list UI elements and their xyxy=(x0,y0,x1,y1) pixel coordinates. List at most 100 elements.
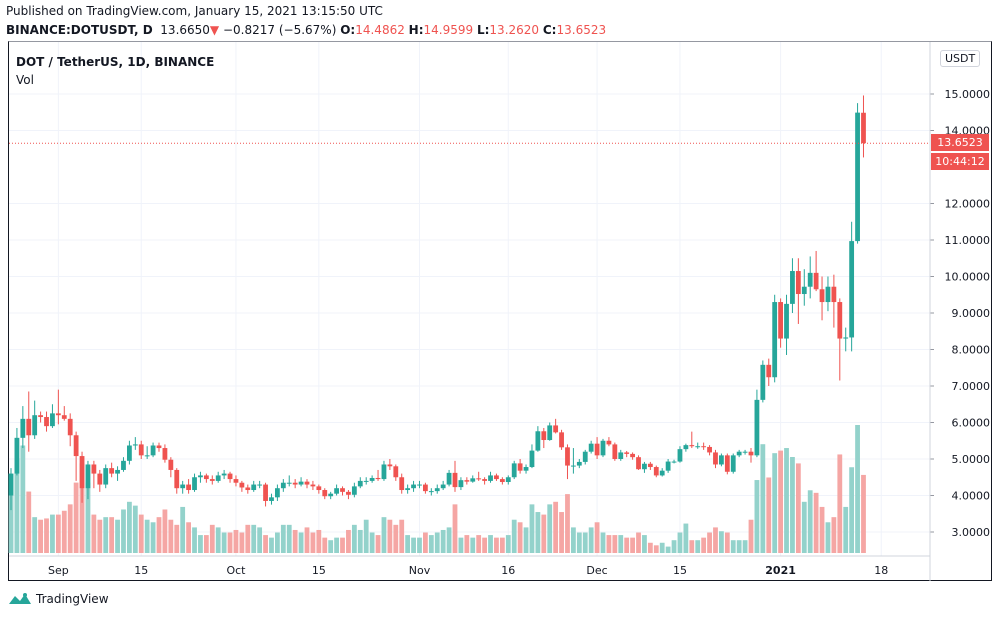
candle-body xyxy=(357,480,363,487)
candle-body xyxy=(91,464,97,474)
high-value: 14.9599 xyxy=(423,23,474,37)
candle-body xyxy=(523,467,529,471)
volume-bar xyxy=(38,519,43,553)
volume-bar xyxy=(565,494,570,553)
candle-body xyxy=(32,415,38,436)
volume-bar xyxy=(612,535,618,553)
symbol-name: BINANCE:DOTUSDT, D xyxy=(6,23,153,37)
candle-body xyxy=(245,487,251,491)
candle-body xyxy=(20,418,26,438)
candle-body xyxy=(813,272,819,290)
candle-body xyxy=(55,413,61,416)
volume-bar xyxy=(665,546,671,553)
price-change: −0.8217 (−5.67%) xyxy=(222,23,337,37)
volume-bar xyxy=(351,524,357,553)
candle-body xyxy=(73,435,79,457)
volume-bar xyxy=(369,532,375,553)
candle-body xyxy=(671,461,677,463)
volume-bar xyxy=(695,540,701,553)
volume-bar xyxy=(423,532,428,553)
candle-body xyxy=(766,364,772,378)
candle-body xyxy=(488,475,493,481)
candle-body xyxy=(440,484,446,489)
volume-bar xyxy=(381,517,387,553)
candle-body xyxy=(428,491,434,493)
volume-bar xyxy=(547,504,553,553)
candle-body xyxy=(499,479,505,482)
volume-bar xyxy=(470,537,476,553)
volume-bar xyxy=(766,477,772,553)
volume-bar xyxy=(434,532,440,553)
candle-body xyxy=(239,482,245,488)
price-tick-label: 12.0000 xyxy=(945,198,991,211)
candle-body xyxy=(695,446,701,448)
time-tick-label: 18 xyxy=(874,564,888,577)
volume-bar xyxy=(203,535,209,553)
candle-body xyxy=(14,437,20,474)
volume-bar xyxy=(701,537,707,553)
candle-body xyxy=(511,463,517,478)
candle-body xyxy=(286,482,292,484)
candle-body xyxy=(192,477,197,491)
volume-bar xyxy=(280,524,286,553)
volume-bar xyxy=(168,519,174,553)
candle-body xyxy=(168,459,174,470)
volume-bar xyxy=(719,531,724,553)
volume-bar xyxy=(861,474,866,553)
tradingview-logo-icon xyxy=(9,593,31,604)
candle-body xyxy=(600,440,606,456)
candle-body xyxy=(636,457,641,470)
volume-bar xyxy=(541,514,547,553)
volume-bar xyxy=(286,524,292,553)
candle-body xyxy=(369,477,375,481)
logo-text: TradingView xyxy=(36,592,109,606)
candle-body xyxy=(417,484,422,486)
candle-body xyxy=(701,446,707,448)
candle-body xyxy=(505,477,511,482)
candle-body xyxy=(565,447,570,466)
volume-bar xyxy=(138,514,144,553)
tradingview-logo[interactable]: TradingView xyxy=(8,592,109,606)
candle-body xyxy=(653,467,659,476)
candle-body xyxy=(8,473,14,496)
price-tick-label: 4.0000 xyxy=(952,490,991,503)
volume-bar xyxy=(109,517,115,553)
volume-bar xyxy=(221,532,227,553)
candle-body xyxy=(748,451,754,456)
volume-bar xyxy=(855,425,860,553)
volume-bar xyxy=(807,490,813,553)
price-tick-label: 15.0000 xyxy=(945,88,991,101)
volume-bar xyxy=(115,519,120,553)
volume-bar xyxy=(606,535,612,553)
candle-body xyxy=(44,417,49,427)
candle-body xyxy=(784,303,789,339)
candle-body xyxy=(719,455,724,465)
candle-body xyxy=(807,272,813,287)
currency-unit-button[interactable]: USDT xyxy=(940,50,981,67)
open-value: 14.4862 xyxy=(355,23,405,37)
volume-bar xyxy=(813,492,819,553)
candle-body xyxy=(162,448,168,460)
candle-body xyxy=(298,481,304,485)
price-tick-label: 9.0000 xyxy=(952,307,991,320)
candle-body xyxy=(606,440,612,445)
volume-bar xyxy=(689,540,695,553)
candle-body xyxy=(576,461,582,466)
volume-bar xyxy=(387,519,393,553)
candle-body xyxy=(127,445,132,461)
candle-body xyxy=(689,445,695,447)
candle-body xyxy=(582,451,588,462)
volume-bar xyxy=(576,532,582,553)
candle-body xyxy=(434,488,440,492)
candle-body xyxy=(340,488,345,492)
volume-bar xyxy=(132,505,138,553)
volume-bar xyxy=(417,537,422,553)
candle-body xyxy=(647,463,653,468)
candle-body xyxy=(121,460,126,470)
price-tick-label: 8.0000 xyxy=(952,344,991,357)
volume-bar xyxy=(683,523,689,553)
volume-bar xyxy=(482,537,487,553)
volume-bar xyxy=(239,532,245,553)
candle-body xyxy=(26,418,32,436)
